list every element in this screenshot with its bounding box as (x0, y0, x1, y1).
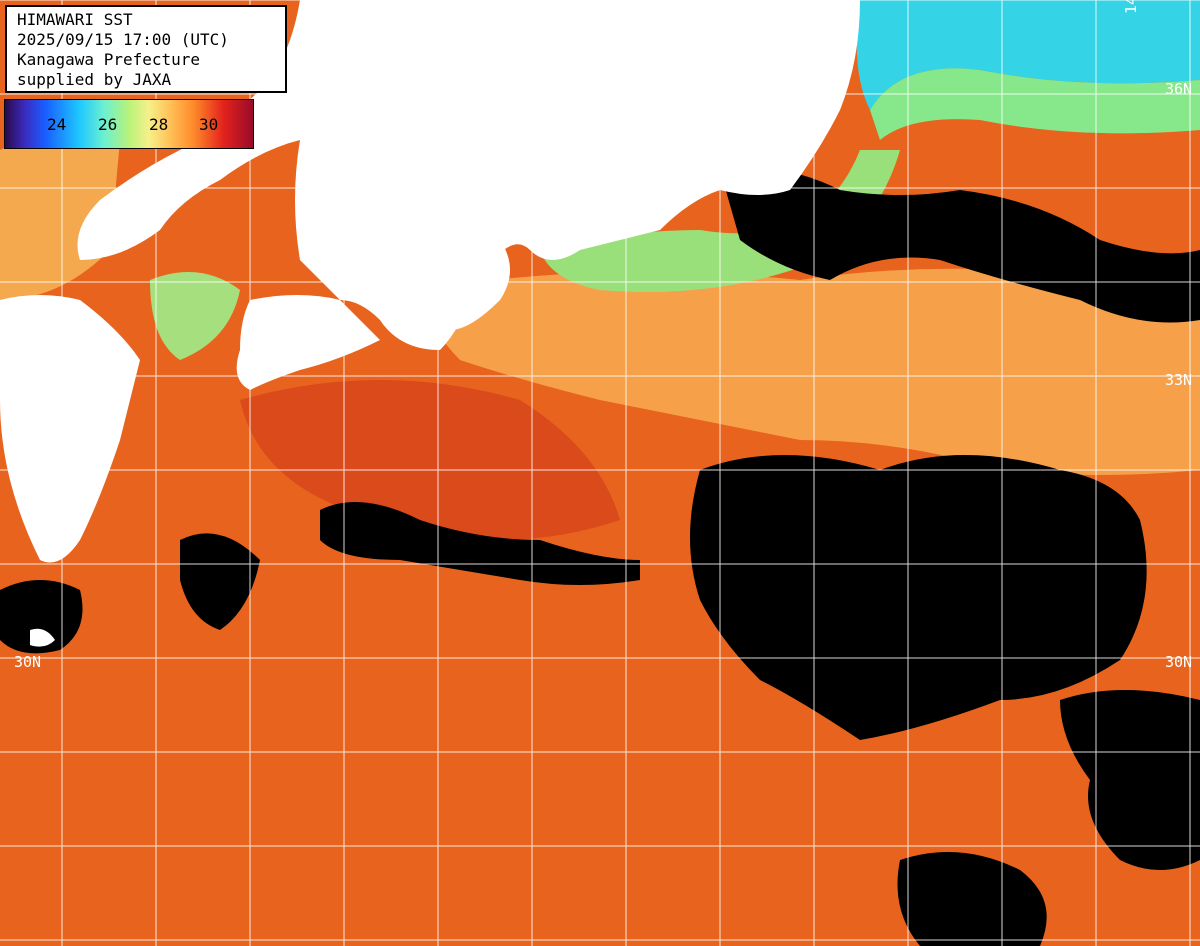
cool-sea-band (870, 68, 1200, 140)
legend-tick-26: 26 (98, 115, 118, 134)
land-awaji (380, 236, 420, 270)
legend-tick-30: 30 (199, 115, 219, 134)
lat-label-30n-right: 30N (1165, 653, 1193, 671)
mild-sea-area (420, 268, 1200, 475)
timestamp: 2025/09/15 17:00 (UTC) (17, 30, 229, 49)
land-kii-peninsula (420, 230, 510, 330)
no-data-region-east (690, 455, 1147, 740)
lat-label-33n: 33N (1165, 371, 1193, 389)
no-data-region-south (897, 852, 1047, 946)
cold-sea-area (856, 0, 1200, 110)
title-box: HIMAWARI SST 2025/09/15 17:00 (UTC) Kana… (5, 5, 287, 93)
legend-tick-28: 28 (149, 115, 169, 134)
no-data-region-se (1060, 690, 1200, 870)
legend-tick-24: 24 (47, 115, 67, 134)
cool-sea-strait (150, 272, 240, 360)
organization: Kanagawa Prefecture (17, 50, 201, 69)
no-data-region-west (180, 533, 260, 630)
land-kyushu (0, 295, 140, 563)
hot-sea-area (240, 380, 620, 540)
temperature-color-scale: 24 26 28 30 (4, 99, 254, 149)
product-title: HIMAWARI SST (17, 10, 133, 29)
no-data-region-northeast (720, 167, 1200, 323)
lon-label-144e: 144E (1122, 0, 1140, 14)
credit: supplied by JAXA (17, 70, 172, 89)
land-small-island (30, 628, 55, 647)
lat-label-36n: 36N (1165, 80, 1193, 98)
lat-label-30n-left: 30N (14, 653, 42, 671)
